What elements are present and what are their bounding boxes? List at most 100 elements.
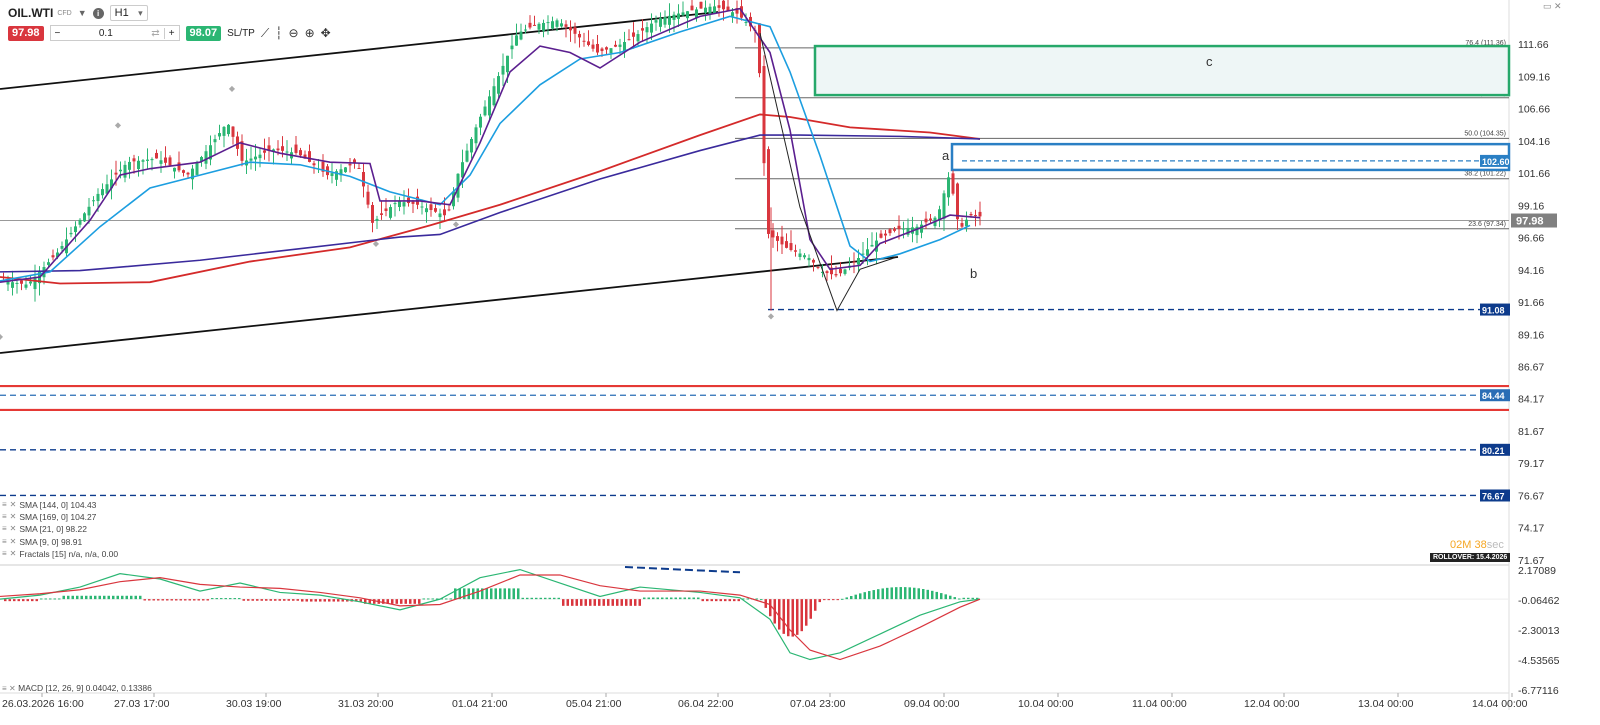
crosshair-move-icon[interactable]: ✥ [320,26,331,40]
sell-button[interactable]: 97.98 [8,25,44,41]
macd-histogram-bar [35,599,38,602]
candle-body [281,146,284,151]
macd-histogram-bar [409,599,412,604]
macd-histogram-bar [953,597,956,600]
line-chart-icon[interactable]: ⟋ [260,25,270,40]
volume-input[interactable]: 0.1 [98,27,113,39]
candlestick-icon[interactable]: ┆ [275,26,283,40]
rollover-badge: ROLLOVER: 15.4.2026 [1430,553,1511,562]
candle-body [132,158,136,162]
candle-body [227,124,230,135]
indicator-item[interactable]: ≡ ✕ SMA [169, 0] 104.27 [2,512,97,523]
candle-body [780,236,784,245]
zone-blue [950,142,1511,172]
macd-histogram-bar [836,599,839,601]
time-axis-tick: 31.03 20:00 [338,698,394,710]
symbol-name[interactable]: OIL.WTI [8,6,54,20]
macd-histogram-bar [818,599,821,603]
candle-body [816,267,820,269]
macd-histogram-bar [971,597,974,600]
window-controls[interactable]: ▭ ✕ [1543,1,1562,12]
macd-histogram-bar [854,594,857,600]
macd-histogram-bar [359,599,362,602]
candle-body [722,0,725,10]
price-axis-tick: 106.66 [1518,104,1550,116]
candle-body [456,173,460,198]
macd-histogram-bar [566,599,569,606]
info-icon[interactable]: i [92,7,104,19]
candle-body [578,33,581,38]
zoom-in-icon[interactable]: ⊕ [304,26,315,40]
candle-body [474,127,478,144]
candle-body [866,249,869,256]
candle-body [393,203,397,205]
level-badge [1480,303,1510,316]
candle-body [744,22,748,24]
macd-histogram-bar [634,599,637,606]
macd-histogram-bar [575,599,578,606]
candle-body [623,42,626,53]
timeframe-select[interactable]: H1 ▾ [109,5,148,21]
volume-stepper[interactable]: − 0.1 ⇄ + [49,25,180,41]
macd-histogram-bar [683,597,686,600]
candle-body [501,65,505,75]
candle-body [78,219,82,225]
candle-body [506,55,509,73]
macd-histogram-bar [863,592,866,600]
indicator-item[interactable]: ≡ ✕ Fractals [15] n/a, n/a, 0.00 [2,548,119,559]
fractal-marker: ◆ [0,332,4,341]
indicator-item[interactable]: ≡ ✕ SMA [21, 0] 98.22 [2,524,87,535]
macd-histogram-bar [728,599,731,602]
candle-body [785,241,788,248]
close-icon[interactable]: ✕ [1554,1,1562,11]
candle-body [897,225,901,230]
macd-histogram-bar [125,595,128,600]
macd-histogram-bar [224,598,227,600]
close-icon: ✕ [9,536,17,546]
candle-body [906,227,910,235]
macd-histogram-bar [476,588,479,600]
macd-histogram-bar [404,599,407,604]
macd-legend[interactable]: ≡ ✕ MACD [12, 26, 9] 0.04042, 0.13386 [2,683,152,693]
macd-histogram-bar [508,588,511,600]
macd-histogram-bar [629,599,632,606]
candle-body [173,167,176,172]
macd-histogram-bar [301,599,304,602]
candle-body [798,253,802,257]
macd-histogram-bar [364,599,367,604]
candle-body [105,184,109,194]
macd-axis-tick: -4.53565 [1518,655,1560,667]
macd-histogram-bar [809,599,812,619]
current-price-text: 97.98 [1516,216,1544,228]
candle-body [254,156,257,160]
macd-histogram-bar [13,599,16,602]
level-badge-text: 80.21 [1482,446,1505,456]
sltp-button[interactable]: SL/TP [227,27,255,39]
macd-histogram-bar [436,598,439,600]
macd-histogram-bar [521,597,524,600]
time-axis-tick: 05.04 21:00 [566,698,622,710]
candle-body [69,232,73,235]
candle-body [182,170,185,173]
indicator-item[interactable]: ≡ ✕ SMA [9, 0] 98.91 [2,536,83,547]
candle-body [726,6,730,11]
macd-histogram-bar [382,599,385,604]
candle-body [735,8,739,14]
candle-body [605,47,608,50]
chevron-down-icon[interactable]: ▼ [77,8,87,18]
price-axis-tick: 81.67 [1518,426,1544,438]
candle-body [114,172,118,175]
minus-icon[interactable]: − [54,27,61,39]
swap-icon[interactable]: ⇄ [151,27,160,39]
plus-icon[interactable]: + [163,27,179,39]
candle-body [686,11,689,19]
candle-body [641,28,644,31]
buy-button[interactable]: 98.07 [185,25,222,41]
minimize-icon[interactable]: ▭ [1543,1,1552,11]
candle-body [362,172,365,187]
candle-body [353,159,356,164]
candle-body [119,169,122,172]
zoom-out-icon[interactable]: ⊖ [288,26,299,40]
indicator-item[interactable]: ≡ ✕ SMA [144, 0] 104.43 [2,500,97,510]
